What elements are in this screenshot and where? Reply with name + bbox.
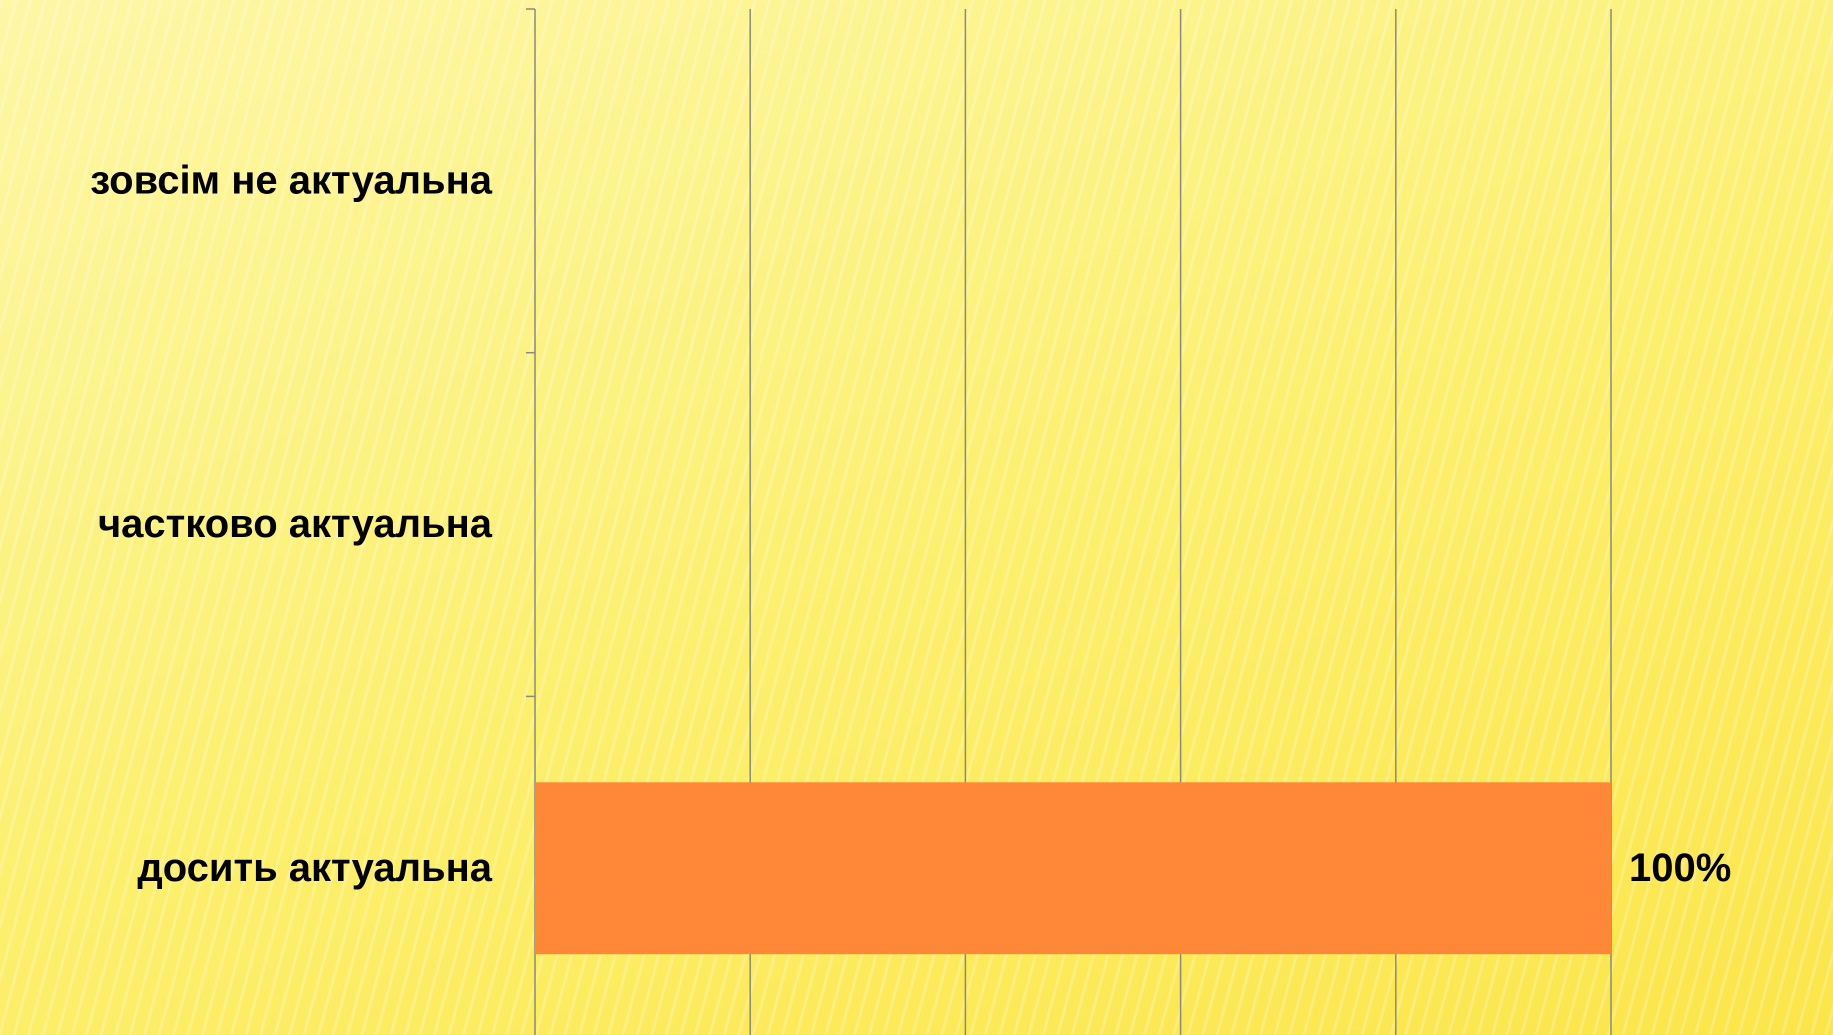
y-tick-label: частково актуальна [98,502,493,546]
y-tick-label: досить актуальна [137,846,492,890]
bar [535,782,1611,955]
value-label: 100% [1629,846,1731,890]
y-tick-label: зовсім не актуальна [90,158,492,202]
